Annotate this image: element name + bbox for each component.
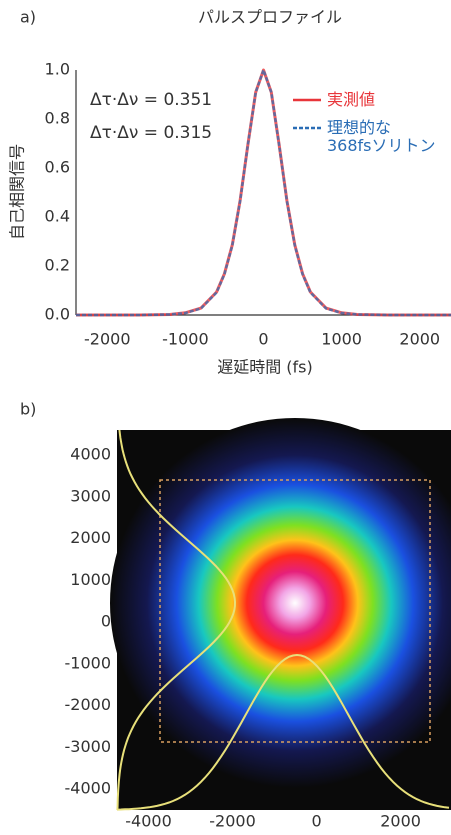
panel-label: b)	[20, 400, 36, 419]
legend-label: 理想的な 368fsソリトン	[327, 119, 436, 155]
x-tick-label: -2000	[209, 812, 256, 831]
beam-image	[110, 418, 451, 810]
y-tick-label: 0.6	[45, 158, 70, 177]
y-tick-label: 3000	[70, 486, 111, 505]
page-body: {"chart_data": [ {"type": "line", "panel…	[0, 0, 451, 835]
x-axis-label: 遅延時間 (fs)	[217, 358, 313, 377]
y-tick-label: 1000	[70, 570, 111, 589]
y-tick-label: -1000	[65, 653, 112, 672]
chart-title: パルスプロファイル	[198, 8, 342, 27]
y-tick-label: -3000	[65, 737, 112, 756]
x-tick-label: 0	[311, 812, 321, 831]
annotation: Δτ·Δν = 0.315	[90, 123, 212, 143]
x-tick-label: -2000	[84, 330, 131, 349]
legend-label: 実測値	[327, 91, 375, 109]
x-tick-label: 2000	[380, 812, 421, 831]
y-tick-label: 0.8	[45, 109, 70, 128]
y-tick-label: 1.0	[45, 60, 70, 79]
y-axis-label: 自己相関信号	[8, 144, 27, 240]
y-tick-label: 2000	[70, 528, 111, 547]
y-tick-label: 0	[101, 612, 111, 631]
y-tick-label: 0.4	[45, 207, 70, 226]
y-tick-label: 4000	[70, 445, 111, 464]
y-tick-label: -4000	[65, 779, 112, 798]
x-tick-label: -1000	[162, 330, 209, 349]
annotation: Δτ·Δν = 0.351	[90, 90, 212, 110]
x-tick-label: 2000	[399, 330, 440, 349]
x-tick-label: 1000	[321, 330, 362, 349]
y-tick-label: -2000	[65, 695, 112, 714]
x-tick-label: -4000	[125, 812, 172, 831]
page: html, body { margin: 0; padding: 0; widt…	[0, 0, 451, 835]
x-tick-label: 0	[258, 330, 268, 349]
y-tick-label: 0.0	[45, 305, 70, 324]
y-tick-label: 0.2	[45, 256, 70, 275]
panel-label: a)	[20, 8, 36, 27]
